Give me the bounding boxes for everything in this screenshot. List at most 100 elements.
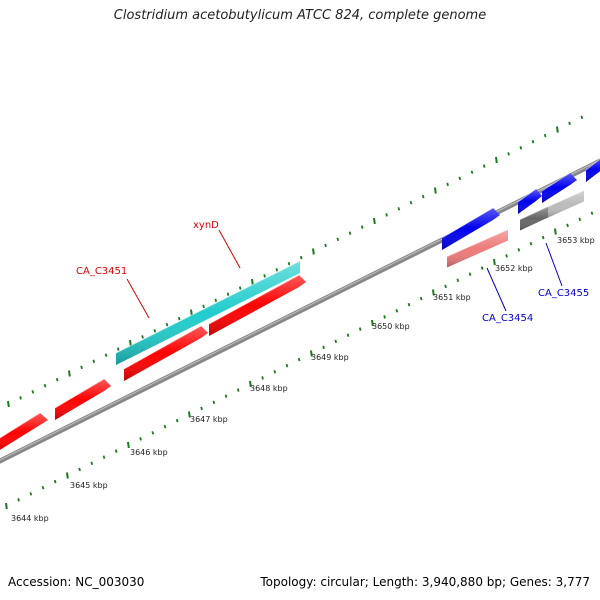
lower-major-tick	[310, 350, 313, 357]
accession-text: Accession: NC_003030	[8, 575, 145, 589]
svg-text:xynD: xynD	[193, 220, 219, 231]
lower-minor-tick	[505, 254, 508, 258]
upper-minor-tick	[568, 121, 571, 126]
scale-label-3645: 3645 kbp	[70, 481, 108, 490]
backbone-highlight	[0, 159, 600, 461]
scale-label-3647: 3647 kbp	[190, 415, 228, 424]
upper-minor-tick	[385, 213, 388, 217]
lower-minor-tick	[41, 485, 45, 490]
gene-CA_C3455	[545, 190, 585, 219]
lower-minor-tick	[541, 235, 545, 240]
scale-label-3649: 3649 kbp	[311, 353, 349, 362]
lower-minor-tick	[334, 339, 338, 344]
lower-major-tick	[249, 380, 252, 388]
lower-minor-tick	[468, 272, 472, 276]
lower-minor-tick	[78, 467, 81, 472]
scale-labels: 3644 kbp 3645 kbp 3646 kbp 3647 kbp 3648 kbp…	[11, 236, 595, 523]
upper-minor-tick	[165, 322, 169, 327]
lower-minor-tick	[212, 400, 216, 405]
lower-minor-tick	[395, 309, 399, 313]
gene-forward-4	[208, 274, 306, 336]
tick-track-lower	[5, 211, 594, 510]
lower-major-tick	[66, 472, 69, 479]
gene-label-ca-c3455: CA_C3455	[538, 242, 589, 299]
lower-minor-tick	[346, 333, 350, 337]
lower-major-tick	[127, 441, 130, 449]
lower-minor-tick	[419, 296, 423, 301]
upper-minor-tick	[116, 347, 120, 351]
upper-minor-tick	[275, 268, 279, 272]
lower-minor-tick	[358, 327, 362, 331]
lower-minor-tick	[114, 449, 118, 453]
upper-minor-tick	[482, 164, 486, 168]
lower-minor-tick	[236, 388, 240, 392]
scale-label-3646: 3646 kbp	[130, 448, 168, 457]
upper-minor-tick	[348, 231, 352, 235]
lower-minor-tick	[29, 492, 33, 496]
lower-minor-tick	[151, 431, 155, 435]
scale-label-3644: 3644 kbp	[11, 514, 49, 523]
gene-label-ca-c3451: CA_C3451	[76, 266, 150, 319]
lower-minor-tick	[261, 376, 264, 380]
upper-minor-tick	[43, 383, 47, 388]
lower-minor-tick	[53, 479, 57, 484]
gene-forward-1	[0, 412, 48, 450]
upper-minor-tick	[446, 182, 449, 187]
gene-reverse-blue-4	[585, 158, 600, 182]
upper-major-tick	[495, 156, 498, 164]
scale-label-3653: 3653 kbp	[557, 236, 595, 245]
upper-minor-tick	[226, 292, 230, 296]
lower-major-tick	[5, 502, 8, 510]
upper-minor-tick	[409, 200, 413, 205]
lower-major-tick	[188, 411, 191, 418]
upper-minor-tick	[153, 329, 157, 333]
upper-minor-tick	[421, 194, 425, 199]
gene-callouts: xynD CA_C3451 CA_C3454 CA_C3455	[76, 220, 589, 324]
backbone-line	[0, 158, 600, 464]
upper-minor-tick	[202, 304, 205, 309]
upper-minor-tick	[543, 133, 547, 138]
gene-label-ca-c3454: CA_C3454	[482, 267, 533, 324]
upper-minor-tick	[141, 335, 144, 339]
scale-label-3650: 3650 kbp	[372, 322, 410, 331]
gene-forward-2	[54, 378, 111, 420]
lower-minor-tick	[322, 345, 325, 350]
scale-label-3651: 3651 kbp	[433, 293, 471, 302]
svg-text:CA_C3454: CA_C3454	[482, 313, 533, 324]
lower-minor-tick	[297, 357, 301, 362]
lower-minor-tick	[200, 406, 203, 411]
lower-major-tick	[493, 258, 496, 266]
upper-minor-tick	[55, 377, 59, 382]
lower-minor-tick	[224, 394, 228, 398]
upper-minor-tick	[238, 286, 242, 290]
upper-major-tick	[68, 370, 71, 377]
genome-stats-text: Topology: circular; Length: 3,940,880 bp…	[260, 575, 590, 589]
upper-minor-tick	[214, 298, 218, 303]
svg-text:CA_C3451: CA_C3451	[76, 266, 127, 277]
gene-xynD	[115, 260, 301, 365]
lower-minor-tick	[444, 284, 447, 289]
upper-minor-tick	[336, 237, 340, 242]
lower-minor-tick	[407, 302, 411, 307]
lower-minor-tick	[175, 418, 179, 423]
svg-text:CA_C3455: CA_C3455	[538, 288, 589, 299]
genome-backbone	[0, 158, 600, 464]
lower-major-tick	[371, 319, 374, 327]
upper-minor-tick	[458, 176, 462, 181]
upper-major-tick	[312, 248, 315, 255]
map-title: Clostridium acetobutylicum ATCC 824, com…	[113, 8, 487, 23]
lower-minor-tick	[529, 241, 533, 246]
lower-minor-tick	[480, 266, 484, 270]
upper-minor-tick	[507, 152, 510, 156]
gene-features	[0, 158, 600, 450]
upper-minor-tick	[104, 353, 108, 357]
gene-dark	[519, 206, 549, 231]
lower-minor-tick	[273, 370, 277, 374]
lower-minor-tick	[456, 278, 460, 283]
upper-minor-tick	[80, 365, 83, 370]
tick-track-upper	[7, 115, 584, 408]
upper-minor-tick	[397, 207, 401, 211]
upper-minor-tick	[263, 274, 266, 278]
lower-minor-tick	[383, 315, 386, 319]
